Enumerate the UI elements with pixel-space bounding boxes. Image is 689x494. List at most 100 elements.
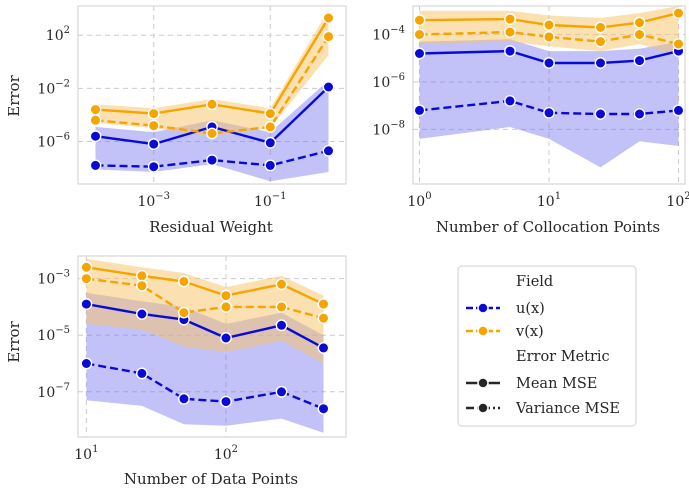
v-variance-series-line xyxy=(419,30,679,46)
u-confidence-band xyxy=(419,39,679,168)
residual-weight-panel: Residual Weight Error 10−3 10−1 10−6 10−2 10… xyxy=(5,5,347,236)
u-variance-point xyxy=(89,159,102,172)
y-tick-label: 10−7 xyxy=(37,382,70,401)
y-tick-label: 10−8 xyxy=(372,119,405,138)
v-variance-point xyxy=(135,279,148,292)
v-mean-point xyxy=(317,298,330,310)
v-variance-series-line xyxy=(86,277,324,320)
u-mean-point xyxy=(147,138,160,151)
y-tick-label: 10−6 xyxy=(37,131,70,150)
plot-area xyxy=(412,5,686,185)
u-variance-point xyxy=(633,108,646,120)
u-variance-point xyxy=(322,144,335,157)
legend-frame xyxy=(457,265,637,427)
legend-var-label: Variance MSE xyxy=(515,401,620,417)
y-axis-label: Error xyxy=(5,74,23,116)
v-mean-series-line xyxy=(419,11,679,29)
v-confidence-band xyxy=(95,10,329,137)
axes-frame xyxy=(77,255,347,438)
plot-area xyxy=(77,255,347,438)
x-tick-label: 102 xyxy=(214,444,238,463)
legend-mean-label: Mean MSE xyxy=(516,376,597,392)
legend-u-marker xyxy=(477,302,489,314)
v-mean-point xyxy=(322,12,335,24)
u-variance-point xyxy=(413,104,426,117)
x-tick-label: 100 xyxy=(407,191,431,210)
v-variance-point xyxy=(264,121,277,133)
v-variance-point xyxy=(177,306,190,319)
u-variance-point xyxy=(543,106,555,119)
plot-area xyxy=(77,5,347,185)
u-variance-point xyxy=(177,392,190,405)
v-mean-point xyxy=(594,21,607,34)
x-axis-label: Number of Data Points xyxy=(124,470,298,488)
legend: Field u(x) v(x) Error Metric Mean MSE Va… xyxy=(457,265,637,427)
collocation-points-panel: Number of Collocation Points 100 101 102 10… xyxy=(372,5,689,236)
v-mean-point xyxy=(264,107,277,120)
v-variance-point xyxy=(147,119,160,132)
u-mean-point xyxy=(135,308,148,320)
x-tick-label: 101 xyxy=(74,444,98,463)
v-variance-point xyxy=(80,272,93,285)
x-tick-label: 101 xyxy=(537,191,561,210)
u-variance-point xyxy=(80,357,93,370)
data-points-panel: Number of Data Points Error 101 102 10−7 10… xyxy=(5,255,347,488)
u-variance-point xyxy=(594,108,607,120)
u-mean-point xyxy=(275,319,288,332)
v-variance-point xyxy=(206,127,218,140)
u-variance-point xyxy=(317,402,330,415)
u-variance-point xyxy=(672,104,685,117)
v-variance-point xyxy=(275,300,288,313)
v-variance-point xyxy=(89,114,102,127)
x-tick-label: 10−1 xyxy=(254,191,287,210)
v-mean-point xyxy=(543,19,555,31)
x-tick-label: 102 xyxy=(666,191,689,210)
legend-v-marker xyxy=(477,325,489,337)
v-variance-point xyxy=(220,300,232,313)
u-mean-series-line xyxy=(86,302,325,349)
u-mean-point xyxy=(264,136,277,149)
y-tick-label: 10−5 xyxy=(37,325,70,344)
axes-frame xyxy=(412,5,686,185)
u-variance-point xyxy=(135,367,148,380)
v-variance-point xyxy=(322,30,335,43)
v-mean-point xyxy=(633,16,646,29)
u-mean-point xyxy=(633,54,646,67)
v-mean-point xyxy=(147,107,160,120)
v-variance-point xyxy=(543,31,555,43)
u-mean-point xyxy=(594,57,607,69)
u-mean-point xyxy=(413,47,426,60)
v-variance-series-line xyxy=(95,35,330,135)
x-axis-label: Residual Weight xyxy=(149,218,273,236)
u-mean-point xyxy=(89,130,102,143)
v-variance-point xyxy=(317,312,330,325)
u-variance-point xyxy=(275,385,288,398)
axes-frame xyxy=(77,5,347,185)
legend-u-label: u(x) xyxy=(516,301,545,317)
v-mean-point xyxy=(220,289,232,302)
y-tick-label: 102 xyxy=(46,25,70,44)
x-axis-label: Number of Collocation Points xyxy=(436,218,660,236)
u-variance-point xyxy=(504,95,516,107)
y-tick-label: 10−3 xyxy=(37,269,70,288)
u-mean-series-line xyxy=(419,49,679,65)
u-mean-point xyxy=(504,45,516,57)
v-variance-point xyxy=(633,28,646,41)
u-variance-point xyxy=(264,159,277,172)
legend-mean-marker xyxy=(477,377,489,389)
v-mean-series-line xyxy=(86,266,325,306)
v-variance-point xyxy=(504,26,516,38)
y-tick-label: 10−4 xyxy=(372,24,405,43)
legend-metric-title: Error Metric xyxy=(516,349,610,365)
y-tick-label: 10−2 xyxy=(37,78,70,97)
v-mean-point xyxy=(89,103,102,116)
v-variance-point xyxy=(594,35,607,48)
v-mean-point xyxy=(80,261,93,274)
v-mean-point xyxy=(177,275,190,288)
u-variance-series-line xyxy=(95,149,329,168)
legend-var-marker xyxy=(477,402,489,414)
legend-field-title: Field xyxy=(516,274,553,290)
legend-v-label: v(x) xyxy=(515,324,544,340)
u-mean-point xyxy=(80,298,93,310)
v-mean-point xyxy=(135,269,148,282)
